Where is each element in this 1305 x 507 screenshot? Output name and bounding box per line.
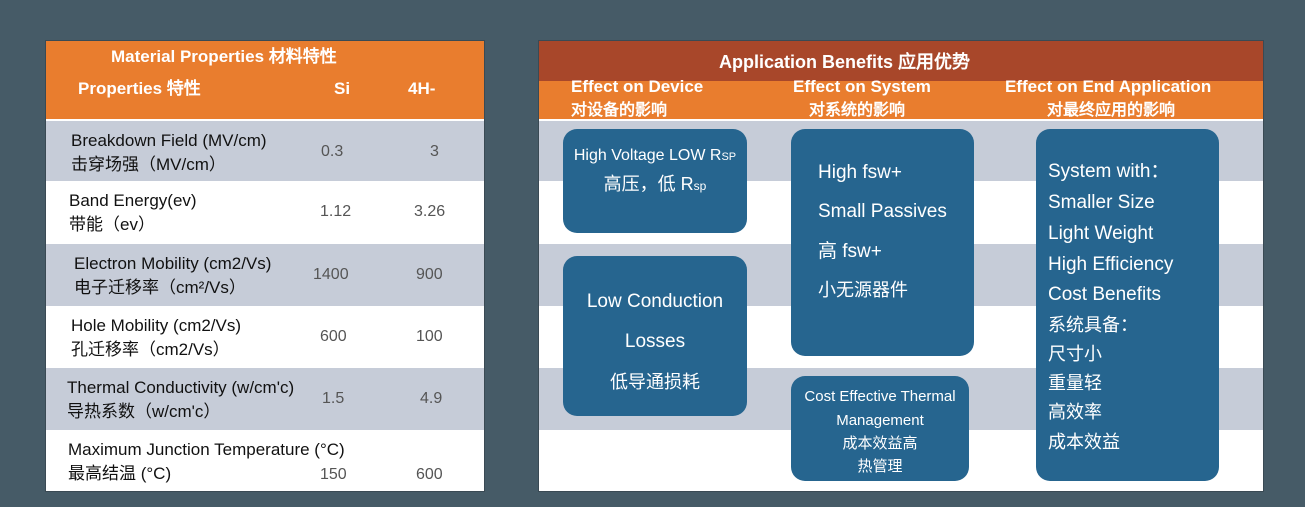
si-value: 1400 bbox=[313, 266, 349, 283]
property-name-zh: 导热系数（w/cm'c） bbox=[67, 402, 221, 421]
table-row bbox=[46, 430, 484, 491]
property-name-zh: 击穿场强（MV/cm） bbox=[71, 155, 226, 174]
box-text: Light Weight bbox=[1048, 223, 1154, 244]
device-box-conduction: Low Conduction Losses 低导通损耗 bbox=[563, 256, 747, 416]
sic-value: 100 bbox=[416, 328, 443, 345]
property-name-zh: 孔迁移率（cm2/Vs） bbox=[71, 340, 230, 359]
box-text: 热管理 bbox=[857, 458, 903, 475]
benefits-title-bar bbox=[539, 41, 1263, 81]
application-benefits-panel: Application Benefits 应用优势 Effect on Devi… bbox=[538, 40, 1264, 492]
box-text: High fsw+ bbox=[818, 162, 902, 183]
property-name-zh: 带能（ev） bbox=[69, 215, 155, 234]
box-text: 低导通损耗 bbox=[610, 372, 700, 392]
box-text: 成本效益高 bbox=[842, 435, 918, 452]
table-row bbox=[46, 121, 484, 181]
property-name: Hole Mobility (cm2/Vs) bbox=[71, 316, 242, 335]
si-value: 150 bbox=[320, 466, 347, 483]
property-name: Band Energy(ev) bbox=[69, 191, 197, 210]
system-box-fsw: High fsw+ Small Passives 高 fsw+ 小无源器件 bbox=[791, 129, 974, 356]
box-text: Small Passives bbox=[818, 201, 947, 222]
box-text: Management bbox=[836, 412, 924, 429]
si-value: 600 bbox=[320, 328, 347, 345]
col-header-4h: 4H- bbox=[408, 79, 436, 98]
box-text: 重量轻 bbox=[1048, 373, 1102, 393]
property-name-zh: 电子迁移率（cm²/Vs） bbox=[74, 278, 246, 297]
property-name: Thermal Conductivity (w/cm'c) bbox=[67, 378, 295, 397]
col-system-en: Effect on System bbox=[793, 77, 931, 96]
table-row bbox=[46, 368, 484, 430]
sic-value: 3 bbox=[430, 143, 439, 160]
box-text: High Efficiency bbox=[1048, 254, 1174, 275]
sic-value: 900 bbox=[416, 266, 443, 283]
box-text: 成本效益 bbox=[1048, 432, 1120, 452]
device-box-high-voltage: High Voltage LOW RSP 高压，低 Rsp bbox=[563, 129, 747, 233]
col-end-en: Effect on End Application bbox=[1005, 77, 1212, 96]
box-text: Low Conduction bbox=[586, 291, 724, 312]
sic-value: 3.26 bbox=[414, 203, 446, 220]
property-name: Electron Mobility (cm2/Vs) bbox=[74, 254, 272, 273]
property-name-zh: 最高结温 (°C) bbox=[68, 464, 172, 483]
box-text: 高 fsw+ bbox=[818, 241, 882, 262]
box-text: 系统具备： bbox=[1048, 315, 1138, 335]
box-text: 小无源器件 bbox=[818, 280, 908, 300]
col-system-zh: 对系统的影响 bbox=[809, 102, 906, 119]
box-text: 高压，低 R bbox=[603, 174, 694, 194]
sic-value: 4.9 bbox=[420, 390, 443, 407]
col-device-zh: 对设备的影响 bbox=[571, 102, 668, 119]
box-text: Losses bbox=[624, 331, 686, 352]
si-value: 1.12 bbox=[320, 203, 352, 220]
sic-value: 600 bbox=[416, 466, 443, 483]
box-text: 尺寸小 bbox=[1048, 344, 1102, 364]
benefits-title: Application Benefits 应用优势 bbox=[719, 52, 971, 72]
box-text: Cost Effective Thermal bbox=[804, 388, 956, 405]
box-text: System with： bbox=[1048, 161, 1170, 182]
table-title: Material Properties 材料特性 bbox=[111, 47, 337, 66]
benefits-header bbox=[539, 81, 1263, 119]
table-header bbox=[46, 41, 484, 119]
si-value: 1.5 bbox=[322, 390, 345, 407]
end-application-box: System with： Smaller Size Light Weight High… bbox=[1036, 129, 1219, 481]
property-name: Breakdown Field (MV/cm) bbox=[71, 131, 267, 150]
si-value: 0.3 bbox=[321, 143, 344, 160]
col-header-si: Si bbox=[334, 79, 351, 98]
col-device-en: Effect on Device bbox=[571, 77, 704, 96]
system-box-thermal: Cost Effective Thermal Management 成本效益高 … bbox=[791, 376, 969, 481]
col-header-property: Properties 特性 bbox=[78, 79, 201, 98]
box-text: Cost Benefits bbox=[1048, 284, 1161, 305]
table-row bbox=[46, 244, 484, 306]
box-text-sub: SP bbox=[721, 151, 737, 163]
box-text: High Voltage LOW R bbox=[573, 147, 722, 164]
box-text-sub: sp bbox=[693, 179, 707, 193]
box-text: Smaller Size bbox=[1048, 192, 1155, 213]
col-end-zh: 对最终应用的影响 bbox=[1047, 102, 1176, 119]
box-text: 高效率 bbox=[1048, 402, 1102, 422]
table-row bbox=[46, 181, 484, 244]
table-row bbox=[46, 306, 484, 368]
material-properties-table: Material Properties 材料特性 Properties 特性 S… bbox=[45, 40, 485, 492]
property-name: Maximum Junction Temperature (°C) bbox=[68, 440, 345, 459]
